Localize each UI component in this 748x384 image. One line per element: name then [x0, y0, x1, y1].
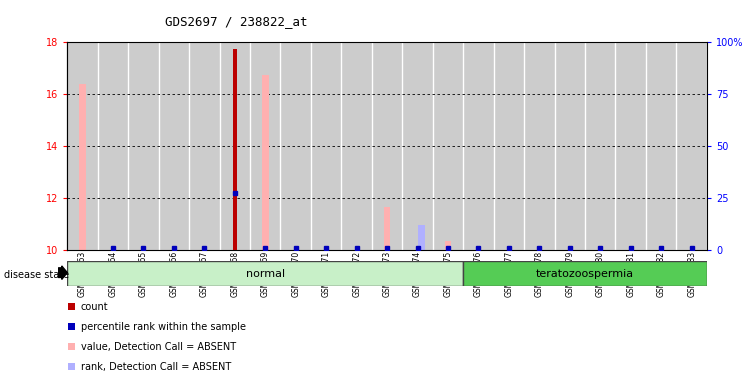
Bar [67, 261, 463, 286]
Bar [418, 225, 425, 250]
Bar [463, 261, 707, 286]
Bar [402, 42, 433, 250]
Bar [68, 363, 76, 370]
Bar [494, 42, 524, 250]
Text: rank, Detection Call = ABSENT: rank, Detection Call = ABSENT [81, 362, 231, 372]
Text: value, Detection Call = ABSENT: value, Detection Call = ABSENT [81, 342, 236, 352]
Bar [524, 42, 554, 250]
Text: count: count [81, 302, 108, 312]
Bar [68, 323, 76, 330]
Bar [616, 42, 646, 250]
Text: normal: normal [245, 268, 285, 279]
Bar [98, 42, 128, 250]
Text: GDS2697 / 238822_at: GDS2697 / 238822_at [165, 15, 307, 28]
Bar [372, 42, 402, 250]
Bar [341, 42, 372, 250]
Bar [676, 42, 707, 250]
FancyArrow shape [58, 266, 67, 280]
Bar [311, 42, 341, 250]
Bar [433, 42, 463, 250]
Bar [68, 303, 76, 310]
Bar [233, 49, 236, 250]
Bar [646, 42, 676, 250]
Bar [280, 42, 311, 250]
Bar [68, 343, 76, 350]
Bar [463, 42, 494, 250]
Bar [250, 42, 280, 250]
Bar [554, 42, 585, 250]
Bar [585, 42, 616, 250]
Bar [384, 207, 390, 250]
Bar [79, 84, 86, 250]
Text: disease state: disease state [4, 270, 69, 280]
Bar [220, 42, 250, 250]
Bar [159, 42, 189, 250]
Bar [444, 240, 451, 250]
Bar [128, 42, 159, 250]
Text: percentile rank within the sample: percentile rank within the sample [81, 322, 246, 332]
Bar [262, 74, 269, 250]
Bar [67, 42, 98, 250]
Text: teratozoospermia: teratozoospermia [536, 268, 634, 279]
Bar [189, 42, 220, 250]
